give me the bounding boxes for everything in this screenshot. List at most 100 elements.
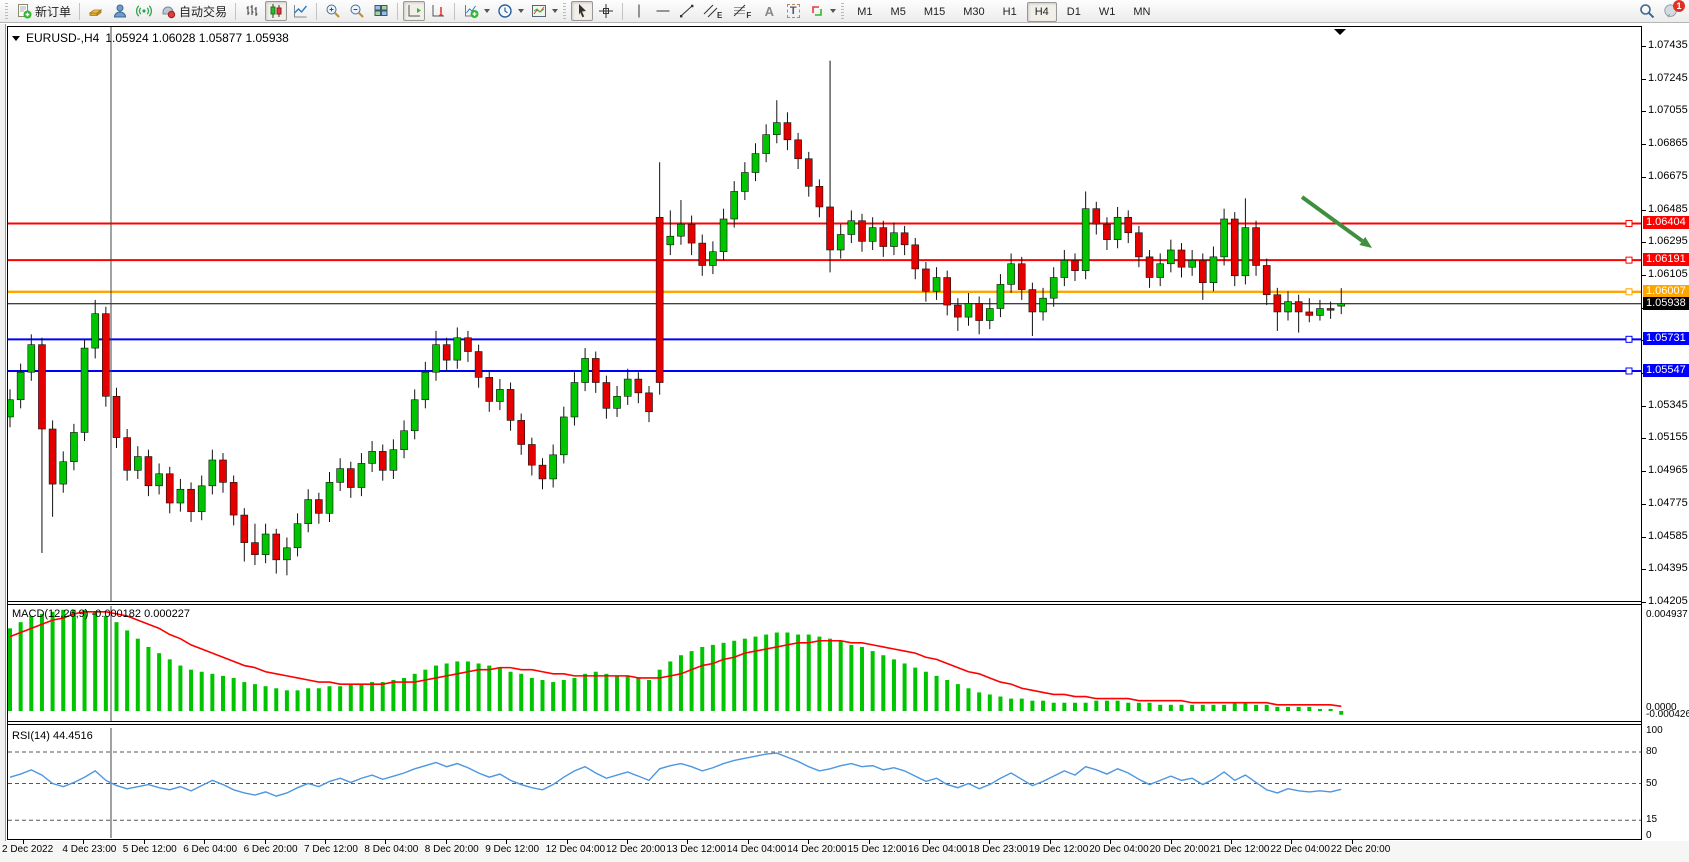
templates-dropdown[interactable] xyxy=(552,9,559,13)
tile-windows-button[interactable] xyxy=(370,1,392,21)
price-tick-label: 1.04775 xyxy=(1648,496,1688,509)
timeframe-mn[interactable]: MN xyxy=(1133,6,1151,18)
arrows-button[interactable] xyxy=(806,1,828,21)
toolbar-grip[interactable] xyxy=(841,3,845,19)
timeframe-d1[interactable]: D1 xyxy=(1066,6,1081,18)
cursor-button[interactable] xyxy=(571,1,594,21)
zoom-out-button[interactable] xyxy=(346,1,368,21)
candle-body xyxy=(410,399,419,432)
price-tick-label: 1.06675 xyxy=(1648,169,1688,182)
macd-histogram-bar xyxy=(8,628,12,711)
toolbar-grip[interactable] xyxy=(563,3,567,19)
notifications-button[interactable]: 1 xyxy=(1660,0,1685,21)
periods-button[interactable] xyxy=(494,1,516,21)
macd-histogram-bar xyxy=(391,680,396,711)
search-button[interactable] xyxy=(1636,1,1658,21)
periods-dropdown[interactable] xyxy=(518,9,525,13)
candle-body xyxy=(1103,223,1111,240)
arrow-annotation-head[interactable] xyxy=(1359,236,1372,248)
candlestick-chart-button[interactable] xyxy=(265,1,288,21)
rsi-panel-canvas[interactable] xyxy=(8,728,1641,838)
timeframe-h4[interactable]: H4 xyxy=(1026,2,1057,22)
price-tick-mark xyxy=(1642,46,1646,47)
time-tick-mark xyxy=(1351,840,1353,844)
macd-histogram-bar xyxy=(1296,706,1301,711)
macd-panel-canvas[interactable] xyxy=(8,606,1641,721)
vertical-line-button[interactable] xyxy=(628,1,650,21)
macd-histogram-bar xyxy=(1275,706,1280,711)
text-label-button[interactable]: T xyxy=(782,1,804,21)
candle-body xyxy=(1028,289,1037,313)
indicators-button[interactable] xyxy=(460,1,482,21)
panel-splitter[interactable] xyxy=(8,601,1641,605)
autotrading-button[interactable]: 自动交易 xyxy=(157,1,230,21)
navigator-icon xyxy=(114,4,127,18)
auto-scroll-button[interactable] xyxy=(403,1,426,21)
macd-histogram-bar xyxy=(913,667,918,711)
candle-body xyxy=(38,344,46,430)
price-chart-canvas[interactable] xyxy=(8,27,1641,602)
arrows-dropdown[interactable] xyxy=(830,9,837,13)
macd-histogram-bar xyxy=(327,686,332,711)
rsi-value: 44.4516 xyxy=(52,730,93,742)
indicators-dropdown[interactable] xyxy=(484,9,491,13)
horizontal-line-button[interactable] xyxy=(652,1,674,21)
arrow-annotation[interactable] xyxy=(1300,195,1364,243)
candle-body xyxy=(709,251,717,266)
new-order-button[interactable]: 新订单 xyxy=(13,1,74,21)
fibonacci-button[interactable]: F xyxy=(729,1,756,21)
macd-histogram-bar xyxy=(849,644,854,711)
macd-histogram-bar xyxy=(870,651,875,711)
bar-chart-button[interactable] xyxy=(241,1,263,21)
scroll-marker-icon[interactable] xyxy=(1334,29,1346,35)
candle-body xyxy=(112,395,121,438)
chart-collapse-icon[interactable] xyxy=(12,35,20,41)
timeframe-m15[interactable]: M15 xyxy=(923,6,946,18)
signals-button[interactable] xyxy=(133,1,155,21)
macd-histogram-bar xyxy=(753,636,758,711)
panel-splitter[interactable] xyxy=(8,721,1641,725)
crosshair-button[interactable] xyxy=(595,1,617,21)
timeframe-m30[interactable]: M30 xyxy=(963,6,985,18)
macd-histogram-bar xyxy=(71,609,76,711)
line-anchor-handle[interactable] xyxy=(1625,335,1633,343)
timeframe-m5[interactable]: M5 xyxy=(890,6,906,18)
toolbar-grip[interactable] xyxy=(5,3,8,19)
time-tick-mark xyxy=(143,840,145,844)
autotrading-icon xyxy=(162,6,176,19)
candle-body xyxy=(517,420,526,445)
macd-histogram-bar xyxy=(263,686,268,711)
candle-body xyxy=(474,351,483,378)
line-chart-button[interactable] xyxy=(289,1,311,21)
candle-body xyxy=(91,313,99,349)
line-anchor-handle[interactable] xyxy=(1625,367,1633,375)
macd-histogram-bar xyxy=(242,682,247,711)
macd-histogram-bar xyxy=(1179,704,1184,711)
macd-histogram-bar xyxy=(1328,708,1333,711)
line-anchor-handle[interactable] xyxy=(1625,288,1633,296)
candle-body xyxy=(794,139,802,160)
fibonacci-glyph: F xyxy=(746,10,752,20)
line-anchor-handle[interactable] xyxy=(1625,219,1633,227)
equidistant-channel-button[interactable]: E xyxy=(700,1,727,21)
market-watch-button[interactable] xyxy=(85,1,107,21)
line-anchor-handle[interactable] xyxy=(1625,256,1633,264)
candle-body xyxy=(48,428,57,485)
templates-button[interactable] xyxy=(528,1,550,21)
timeframe-m1[interactable]: M1 xyxy=(857,6,873,18)
fibonacci-icon xyxy=(734,4,746,17)
chart-window[interactable] xyxy=(7,26,1642,840)
candle-body xyxy=(730,191,739,220)
text-button[interactable]: A xyxy=(758,1,780,21)
time-tick-mark xyxy=(989,840,991,844)
time-axis[interactable]: 2 Dec 2022 4 Dec 23:00 5 Dec 12:00 6 Dec 04… xyxy=(0,840,1689,862)
candle-body xyxy=(304,499,313,524)
indicators-icon xyxy=(465,5,479,18)
zoom-in-button[interactable] xyxy=(322,1,344,21)
macd-histogram-bar xyxy=(178,665,183,711)
trendline-button[interactable] xyxy=(676,1,698,21)
timeframe-w1[interactable]: W1 xyxy=(1098,6,1116,18)
chart-shift-button[interactable] xyxy=(427,1,449,21)
navigator-button[interactable] xyxy=(109,1,131,21)
timeframe-h1[interactable]: H1 xyxy=(1002,6,1017,18)
